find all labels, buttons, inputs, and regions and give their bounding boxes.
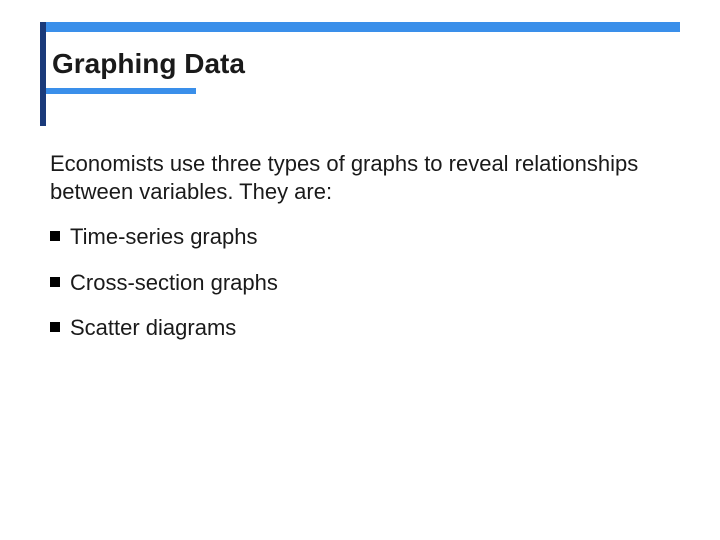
list-item: Time-series graphs (50, 223, 660, 251)
list-item: Cross-section graphs (50, 269, 660, 297)
bullet-list: Time-series graphs Cross-section graphs … (50, 223, 660, 342)
decor-left-bar-lower (40, 88, 46, 126)
slide-title: Graphing Data (52, 48, 245, 80)
slide-body: Economists use three types of graphs to … (50, 150, 660, 342)
bullet-text: Time-series graphs (70, 223, 257, 251)
square-bullet-icon (50, 277, 60, 287)
decor-left-bar-upper (40, 22, 46, 88)
decor-mid-bar (46, 88, 196, 94)
slide: Graphing Data Economists use three types… (0, 0, 720, 540)
square-bullet-icon (50, 322, 60, 332)
intro-text: Economists use three types of graphs to … (50, 150, 660, 205)
square-bullet-icon (50, 231, 60, 241)
bullet-text: Scatter diagrams (70, 314, 236, 342)
bullet-text: Cross-section graphs (70, 269, 278, 297)
list-item: Scatter diagrams (50, 314, 660, 342)
decor-top-bar (40, 22, 680, 32)
